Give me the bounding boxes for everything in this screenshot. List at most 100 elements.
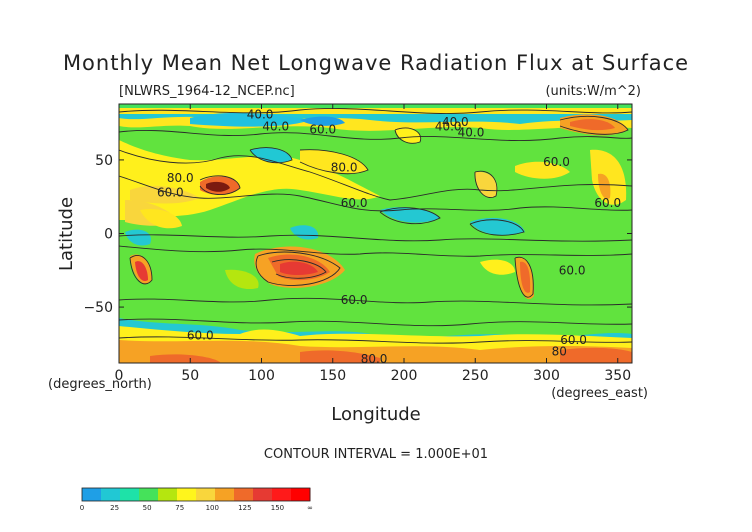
colorbar-swatch <box>272 488 292 501</box>
contour-fill-region <box>300 350 380 363</box>
colorbar-label: ∞ <box>307 504 313 512</box>
contour-label: 40.0 <box>458 125 485 139</box>
contour-fill-region <box>190 112 310 127</box>
contour-fill-region <box>206 181 230 192</box>
contour-label: 60.0 <box>341 196 368 210</box>
colorbar-label: 25 <box>110 504 119 512</box>
contour-line <box>271 259 327 279</box>
contour-line <box>514 256 534 298</box>
contour-fill-region <box>125 229 151 246</box>
colorbar-swatch <box>158 488 178 501</box>
contour-fill-region <box>570 119 615 131</box>
colorbar-label: 150 <box>271 504 284 512</box>
contour-label: 60.0 <box>594 196 621 210</box>
contour-fill-region <box>474 171 497 198</box>
field-background <box>119 104 632 363</box>
colorbar-label: 100 <box>206 504 219 512</box>
contour-lines <box>119 108 632 344</box>
y-tick-label: 0 <box>104 227 113 243</box>
contour-label: 60.0 <box>560 333 587 347</box>
contour-line <box>119 318 632 327</box>
x-tick-label: 200 <box>391 368 418 384</box>
contour-label: 40.0 <box>442 115 469 129</box>
x-tick-label: 100 <box>248 368 275 384</box>
contour-line <box>255 251 341 286</box>
y-tick-label: −50 <box>83 300 113 316</box>
contour-line <box>559 115 629 135</box>
contour-fill-region <box>590 149 627 205</box>
contour-interval: CONTOUR INTERVAL = 1.000E+01 <box>264 447 488 462</box>
colorbar-label: 0 <box>80 504 84 512</box>
y-axis-ticks: −50 0 50 <box>83 153 632 316</box>
contour-label: 60.0 <box>341 293 368 307</box>
contour-line <box>394 127 422 144</box>
contour-line <box>199 175 241 195</box>
x-axis-label: Longitude <box>331 404 421 425</box>
contour-fill-region <box>515 161 570 179</box>
x-tick-label: 150 <box>319 368 346 384</box>
contour-fill-region <box>300 149 368 174</box>
colorbar-swatch <box>253 488 273 501</box>
contour-fill-region <box>140 208 182 229</box>
contour-label: 60.0 <box>559 264 586 278</box>
contour-label: 80.0 <box>167 171 194 185</box>
contour-fill-region <box>520 261 531 293</box>
contour-fill-region <box>135 261 148 282</box>
units-label: (units:W/m^2) <box>545 84 641 99</box>
contour-fill-region <box>280 261 318 275</box>
contour-fill-region <box>380 207 440 223</box>
contour-label: 40.0 <box>247 108 274 122</box>
contour-fill-region <box>480 259 515 275</box>
contour-line <box>119 245 632 257</box>
contour-line <box>119 130 632 141</box>
colorbar-label: 75 <box>175 504 184 512</box>
contour-fill-region <box>130 185 200 204</box>
x-tick-label: 300 <box>533 368 560 384</box>
colorbar-label: 125 <box>238 504 251 512</box>
contour-fill-region <box>119 340 632 363</box>
colorbar: 0 25 50 75 100 125 150 ∞ <box>80 487 313 512</box>
contour-line <box>119 175 632 212</box>
contour-line <box>119 234 632 242</box>
contour-label: 40.0 <box>435 119 462 133</box>
contour-line <box>299 149 369 175</box>
colorbar-swatch <box>177 488 197 501</box>
contour-line <box>119 149 632 201</box>
colorbar-swatch <box>120 488 140 501</box>
y-axis-label: Latitude <box>56 197 77 271</box>
colorbar-swatch <box>215 488 235 501</box>
colorbar-swatch <box>82 488 102 501</box>
contour-label: 80.0 <box>331 161 358 175</box>
contour-labels: 40.040.0 40.040.040.060.080.080.060.060.0… <box>157 108 621 366</box>
contour-fill-region <box>598 173 611 199</box>
contour-label: 80 <box>552 345 567 359</box>
contour-line <box>249 147 293 164</box>
x-tick-label: 350 <box>604 368 631 384</box>
y-tick-label: 50 <box>95 153 113 169</box>
colorbar-swatch <box>139 488 159 501</box>
dataset-filename: [NLWRS_1964-12_NCEP.nc] <box>119 84 295 99</box>
x-tick-label: 50 <box>181 368 199 384</box>
contour-label: 60.0 <box>187 328 214 342</box>
contour-line <box>119 108 632 114</box>
y-unit-label: (degrees_north) <box>48 377 152 392</box>
x-unit-label: (degrees_east) <box>551 386 648 401</box>
contour-line <box>379 207 441 225</box>
colorbar-frame <box>81 487 311 502</box>
contour-label: 40.0 <box>262 119 289 133</box>
x-tick-label: 250 <box>462 368 489 384</box>
contour-label: 60.0 <box>543 155 570 169</box>
plot-area: 40.040.0 40.040.040.060.080.080.060.060.0… <box>119 104 632 366</box>
contour-fill-region <box>300 116 345 126</box>
colorbar-swatch <box>291 488 311 501</box>
colorbar-swatch <box>196 488 216 501</box>
contour-label: 80.0 <box>361 352 388 366</box>
contour-fill-region <box>225 269 259 290</box>
colorbar-swatch <box>234 488 254 501</box>
contour-fill-region <box>395 128 421 144</box>
filled-contours <box>119 104 632 363</box>
colorbar-label: 50 <box>143 504 152 512</box>
contour-fill-region <box>560 347 632 363</box>
contour-line <box>474 170 498 198</box>
